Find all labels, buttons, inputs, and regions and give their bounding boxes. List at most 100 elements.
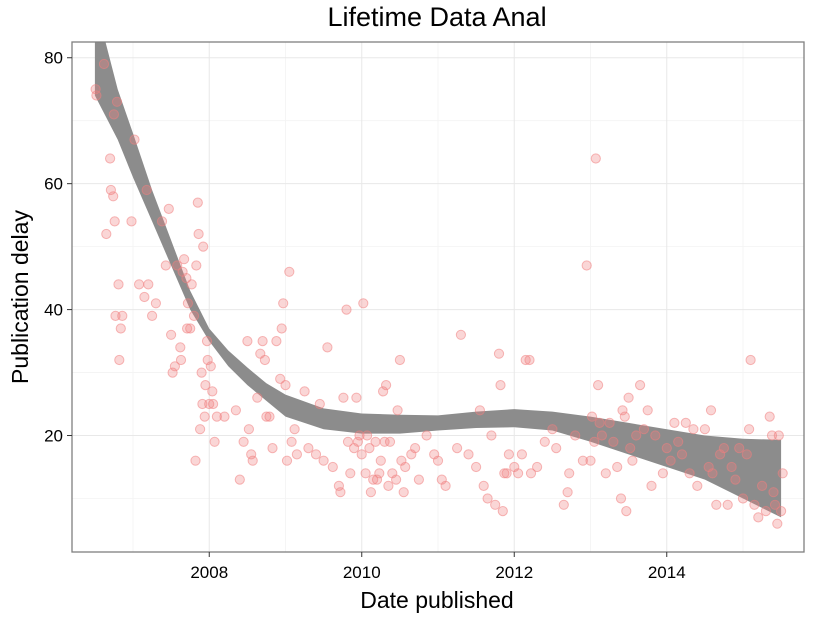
- data-point: [182, 323, 193, 334]
- data-point: [201, 336, 213, 347]
- data-point: [111, 96, 123, 107]
- data-point: [596, 430, 608, 441]
- data-point: [532, 461, 543, 473]
- data-point: [688, 424, 699, 435]
- data-point: [354, 430, 365, 441]
- data-point: [175, 354, 187, 366]
- data-point: [117, 310, 128, 321]
- data-point: [341, 304, 352, 315]
- data-point: [198, 241, 209, 252]
- data-point: [737, 493, 749, 504]
- data-point: [175, 342, 186, 353]
- data-point: [252, 392, 263, 403]
- data-point: [769, 499, 781, 510]
- data-point: [91, 90, 102, 101]
- data-point: [730, 474, 741, 485]
- data-point: [230, 405, 241, 416]
- data-point: [208, 398, 219, 410]
- y-axis: 20 40 60 80: [44, 49, 72, 446]
- data-point: [264, 411, 275, 422]
- data-points: [90, 58, 788, 529]
- data-point: [108, 191, 119, 202]
- data-point: [760, 506, 772, 517]
- data-point: [271, 336, 282, 347]
- data-point: [463, 449, 474, 460]
- data-point: [364, 443, 375, 454]
- smooth-band-layer: [94, 42, 782, 518]
- data-point: [147, 310, 158, 321]
- data-point: [338, 392, 349, 403]
- data-point: [362, 430, 373, 441]
- data-point: [193, 228, 204, 240]
- data-point: [539, 436, 550, 447]
- data-point: [673, 436, 684, 447]
- data-point: [219, 411, 230, 422]
- data-point: [478, 480, 489, 491]
- data-point: [200, 380, 211, 391]
- data-point: [676, 449, 688, 460]
- data-point: [327, 461, 338, 473]
- data-point: [440, 480, 451, 491]
- data-point: [186, 279, 197, 290]
- data-point: [600, 468, 611, 479]
- data-point: [621, 506, 632, 517]
- data-point: [381, 380, 392, 391]
- data-point: [383, 480, 394, 491]
- data-point: [98, 58, 110, 70]
- data-point: [378, 386, 389, 397]
- data-point: [495, 380, 506, 391]
- data-point: [188, 310, 200, 321]
- data-point: [501, 468, 512, 479]
- data-point: [392, 405, 403, 416]
- data-point: [379, 436, 390, 447]
- data-point: [365, 487, 376, 498]
- data-point: [190, 455, 201, 466]
- data-point: [139, 291, 150, 303]
- data-point: [413, 474, 424, 485]
- data-point: [594, 417, 605, 428]
- data-point: [284, 266, 295, 277]
- data-point: [182, 298, 193, 309]
- data-point: [421, 430, 432, 441]
- x-axis: 2008 2010 2012 2014: [190, 552, 686, 582]
- data-point: [114, 354, 125, 366]
- data-point: [335, 487, 346, 498]
- data-point: [257, 336, 268, 347]
- data-point: [160, 260, 171, 271]
- data-point: [608, 436, 619, 447]
- data-point: [744, 424, 755, 435]
- data-point: [333, 480, 344, 491]
- data-point: [503, 449, 514, 460]
- data-point: [167, 367, 178, 378]
- smooth-confidence-band: [94, 42, 782, 518]
- data-point: [185, 323, 196, 334]
- data-point: [303, 443, 314, 454]
- data-point: [261, 411, 272, 422]
- data-point: [764, 411, 775, 422]
- y-tick-label: 60: [44, 175, 63, 194]
- data-point: [593, 380, 604, 391]
- data-point: [680, 417, 691, 428]
- data-point: [291, 449, 302, 460]
- data-point: [280, 380, 291, 391]
- data-point: [286, 436, 297, 447]
- data-point: [665, 455, 676, 466]
- data-point: [722, 499, 733, 510]
- data-point: [646, 480, 657, 491]
- data-point: [246, 449, 257, 460]
- data-point: [711, 499, 722, 510]
- data-point: [432, 455, 444, 466]
- data-point: [577, 455, 589, 466]
- data-point: [635, 380, 646, 391]
- data-point: [196, 367, 207, 378]
- data-point: [516, 449, 528, 460]
- data-point: [126, 216, 137, 227]
- data-point: [345, 468, 356, 479]
- data-point: [113, 279, 124, 290]
- y-tick-label: 20: [44, 427, 63, 446]
- data-point: [558, 499, 569, 510]
- data-point: [452, 443, 463, 454]
- data-point: [513, 468, 524, 479]
- data-point: [199, 411, 210, 422]
